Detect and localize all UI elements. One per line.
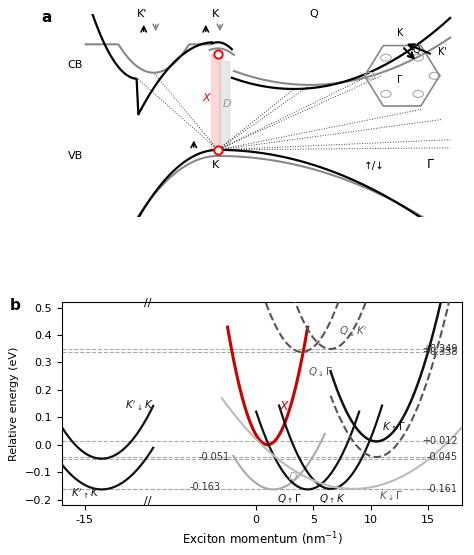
Text: CB: CB [68, 59, 83, 69]
Text: X: X [202, 93, 210, 103]
Text: //: // [144, 298, 151, 308]
Text: $Q_{\downarrow}\Gamma$: $Q_{\downarrow}\Gamma$ [308, 365, 333, 379]
Text: b: b [9, 298, 20, 313]
Text: D: D [223, 99, 231, 109]
Text: K: K [212, 9, 219, 19]
Text: $K'_{\uparrow}K$: $K'_{\uparrow}K$ [71, 487, 100, 501]
Text: $K_{\uparrow}\Gamma$: $K_{\uparrow}\Gamma$ [382, 421, 406, 435]
Y-axis label: Relative energy (eV): Relative energy (eV) [9, 346, 19, 461]
Text: -0.045: -0.045 [427, 452, 457, 462]
Text: +0.349: +0.349 [422, 344, 457, 354]
Text: $Q_{\downarrow}K'$: $Q_{\downarrow}K'$ [338, 324, 367, 337]
Text: $X$: $X$ [279, 400, 291, 413]
Text: $D$: $D$ [288, 470, 298, 482]
Text: VB: VB [68, 151, 83, 161]
Text: Q: Q [310, 9, 319, 19]
Text: ↑/↓: ↑/↓ [364, 161, 384, 171]
Text: +0.338: +0.338 [422, 347, 457, 357]
Bar [219, 61, 229, 150]
Text: -0.163: -0.163 [190, 482, 221, 492]
Text: -0.051: -0.051 [199, 452, 230, 462]
Text: a: a [42, 10, 52, 25]
Text: $K_{\downarrow}\Gamma$: $K_{\downarrow}\Gamma$ [379, 490, 402, 503]
Text: K': K' [137, 9, 147, 19]
Text: $K'_{\downarrow}K$: $K'_{\downarrow}K$ [125, 398, 153, 412]
Text: +0.012: +0.012 [422, 436, 457, 446]
Text: //: // [144, 496, 151, 506]
X-axis label: Exciton momentum (nm$^{-1}$): Exciton momentum (nm$^{-1}$) [182, 531, 342, 548]
Text: Γ: Γ [427, 158, 434, 171]
Bar [210, 54, 220, 150]
Text: K: K [212, 160, 219, 170]
Text: $Q_{\uparrow}K$: $Q_{\uparrow}K$ [319, 492, 346, 506]
Text: $Q_{\uparrow}\Gamma$: $Q_{\uparrow}\Gamma$ [277, 492, 302, 506]
Text: -0.161: -0.161 [427, 484, 457, 494]
